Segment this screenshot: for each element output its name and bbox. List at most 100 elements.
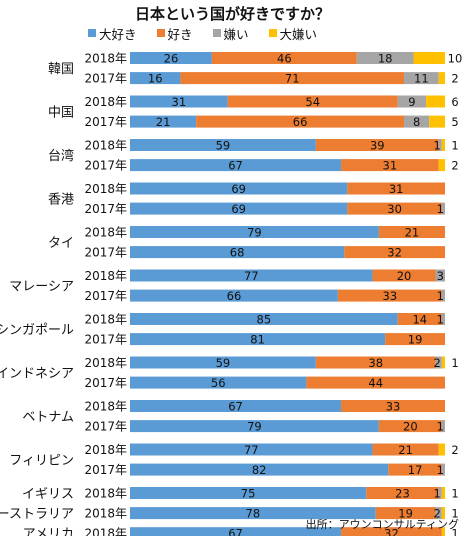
year-label: 2018年 <box>84 95 127 109</box>
bar-segment <box>441 420 445 433</box>
data-label: 38 <box>368 356 383 370</box>
bar-segment <box>441 139 445 151</box>
data-label: 2 <box>434 506 441 520</box>
data-label: 26 <box>164 51 179 65</box>
data-label: 81 <box>250 332 265 346</box>
data-label: 6 <box>451 95 458 109</box>
bar-segment <box>429 115 445 128</box>
chart-legend: 大好き 好き 嫌い 大嫌い <box>88 24 337 43</box>
data-label: 67 <box>228 527 243 536</box>
legend-swatch <box>88 29 96 37</box>
bar-segment <box>315 139 439 151</box>
data-label: 21 <box>405 225 420 239</box>
data-label: 3 <box>437 269 444 283</box>
bar-segment <box>130 376 307 389</box>
legend-label: 大好き <box>99 26 137 42</box>
data-label: 31 <box>172 95 187 109</box>
bar-segment <box>130 333 386 346</box>
data-label: 20 <box>403 419 418 433</box>
bar-segment <box>441 313 445 325</box>
data-label: 46 <box>277 51 292 65</box>
bar-segment <box>426 95 445 108</box>
year-label: 2018年 <box>84 182 127 196</box>
data-label: 10 <box>448 51 463 65</box>
data-label: 2 <box>434 356 441 370</box>
bar-segment <box>130 226 379 238</box>
year-label: 2018年 <box>84 313 127 327</box>
bar-segment <box>196 115 405 128</box>
data-label: 23 <box>395 486 410 500</box>
bar-segment <box>341 400 445 412</box>
data-label: 33 <box>386 399 401 413</box>
data-label: 1 <box>434 486 441 500</box>
bar-segment <box>441 356 445 369</box>
data-label: 32 <box>387 245 402 259</box>
year-label: 2018年 <box>84 52 127 66</box>
bar-segment <box>378 420 442 433</box>
bar-segment <box>356 52 414 64</box>
country-label: タイ <box>48 236 74 251</box>
data-label: 19 <box>408 332 423 346</box>
data-label: 30 <box>387 202 402 216</box>
year-label: 2018年 <box>84 487 127 501</box>
bar-segment <box>404 72 439 85</box>
data-label: 68 <box>230 245 245 259</box>
data-label: 85 <box>257 312 272 326</box>
data-label: 78 <box>246 506 261 520</box>
country-label: オーストラリア <box>0 507 74 522</box>
bar-segment <box>130 159 342 172</box>
data-label: 1 <box>451 506 458 520</box>
year-label: 2017年 <box>84 159 127 173</box>
data-label: 67 <box>228 399 243 413</box>
year-label: 2018年 <box>84 443 127 457</box>
legend-item: 好き <box>156 24 193 43</box>
data-label: 69 <box>231 182 246 196</box>
bar-segment <box>344 246 445 259</box>
bar-segment <box>130 289 338 302</box>
data-label: 44 <box>368 376 383 390</box>
bar-segment <box>130 202 348 215</box>
data-label: 56 <box>211 376 226 390</box>
data-label: 69 <box>231 202 246 216</box>
data-label: 79 <box>247 225 262 239</box>
year-label: 2017年 <box>84 420 127 434</box>
bar-segment <box>435 507 442 520</box>
bar-segment <box>211 52 357 64</box>
data-label: 1 <box>437 202 444 216</box>
bar-segment <box>130 52 212 64</box>
year-label: 2017年 <box>84 202 127 216</box>
data-label: 79 <box>247 419 262 433</box>
bar-segment <box>130 527 342 536</box>
data-label: 2 <box>451 443 458 457</box>
bar-segment <box>441 487 445 499</box>
data-label: 71 <box>285 71 300 85</box>
data-label: 66 <box>227 289 242 303</box>
bar-segment <box>435 269 445 282</box>
bar-segment <box>130 400 342 412</box>
data-label: 2 <box>451 158 458 172</box>
year-label: 2017年 <box>84 463 127 477</box>
data-label: 8 <box>413 115 420 129</box>
data-label: 19 <box>398 506 413 520</box>
data-label: 33 <box>383 289 398 303</box>
year-label: 2017年 <box>84 376 127 390</box>
bar-segment <box>413 52 445 64</box>
year-label: 2018年 <box>84 400 127 414</box>
bar-segment <box>366 487 439 499</box>
data-label: 2 <box>451 71 458 85</box>
bar-segment <box>130 420 379 433</box>
data-label: 18 <box>378 51 393 65</box>
data-label: 11 <box>414 71 429 85</box>
bar-segment <box>441 463 445 476</box>
year-label: 2017年 <box>84 333 127 347</box>
data-label: 59 <box>216 356 231 370</box>
data-label: 67 <box>228 158 243 172</box>
bar-segment <box>130 463 389 476</box>
bar-segment <box>347 202 442 215</box>
bar-segment <box>130 507 376 520</box>
country-label: シンガポール <box>0 323 74 338</box>
legend-swatch <box>212 29 221 37</box>
bar-segment <box>438 139 442 151</box>
data-label: 1 <box>437 289 444 303</box>
